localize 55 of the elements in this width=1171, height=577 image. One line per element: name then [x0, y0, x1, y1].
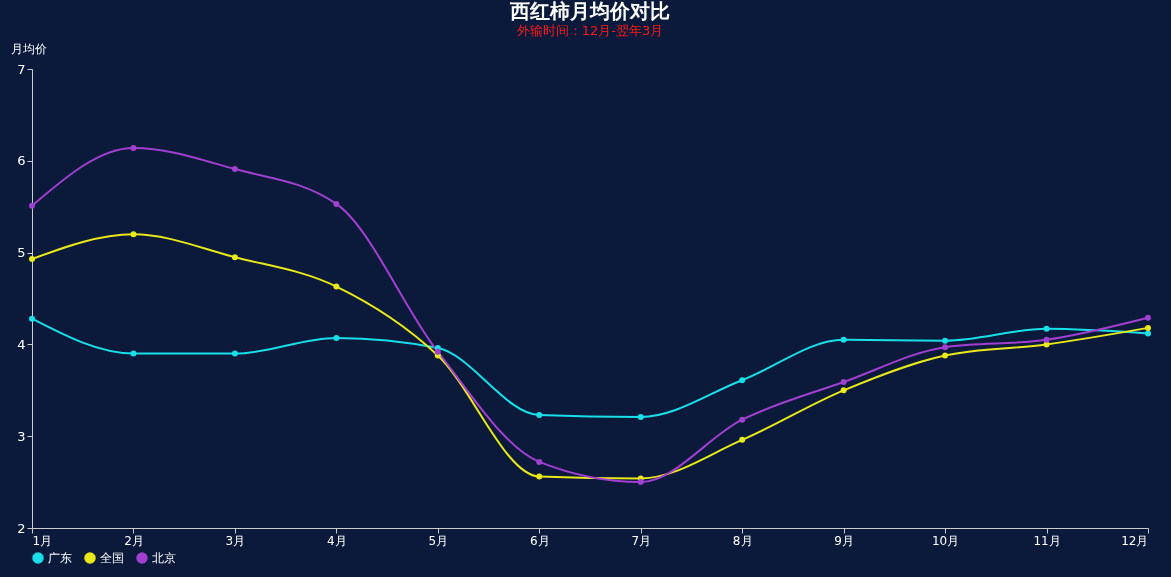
legend-label: 全国 [100, 551, 124, 565]
point [840, 336, 847, 343]
x-tick-label: 3月 [225, 533, 246, 548]
point [29, 315, 35, 322]
y-tick-label: 7 [17, 61, 26, 77]
point [1043, 336, 1050, 343]
y-axis-title: 月均价 [10, 41, 47, 56]
y-tick-label: 5 [17, 245, 26, 261]
y-tick-label: 4 [17, 336, 26, 352]
point [130, 231, 137, 238]
x-tick-label: 8月 [732, 533, 753, 548]
chart-subtitle: 外输时间：12月-翌年3月 [516, 23, 664, 38]
point [1145, 314, 1151, 321]
point [536, 473, 543, 480]
point [840, 379, 847, 386]
x-tick-label: 5月 [428, 533, 449, 548]
point [942, 337, 949, 344]
point [637, 413, 644, 420]
point [231, 254, 238, 261]
point [942, 344, 949, 351]
point [29, 256, 35, 263]
point [1145, 324, 1151, 331]
point [536, 458, 543, 465]
point [536, 412, 543, 419]
x-tick-label: 4月 [327, 533, 347, 548]
point [1145, 330, 1151, 337]
point [333, 283, 340, 290]
x-tick-label: 2月 [124, 533, 144, 548]
point [942, 352, 949, 359]
y-tick-label: 6 [17, 153, 26, 169]
y-tick-label: 3 [17, 428, 26, 444]
point [29, 202, 35, 209]
x-tick-label: 10月 [931, 533, 960, 548]
legend-label: 广东 [48, 551, 72, 565]
x-tick-label: 6月 [529, 533, 550, 548]
point [231, 350, 238, 357]
point [840, 387, 847, 394]
point [130, 350, 137, 357]
point [333, 334, 340, 341]
point [739, 416, 746, 423]
x-tick-label: 11月 [1033, 533, 1061, 548]
x-tick-label: 7月 [631, 533, 652, 548]
point [637, 479, 644, 486]
point [1043, 325, 1050, 332]
x-tick-label: 12月 [1121, 533, 1149, 548]
point [231, 166, 238, 173]
point [739, 436, 746, 443]
legend-label: 北京 [152, 551, 176, 565]
point [130, 144, 137, 151]
chart-title: 西红柿月均价对比 [509, 0, 670, 23]
point [333, 200, 340, 207]
point [739, 377, 746, 384]
x-tick-label: 1月 [32, 533, 53, 548]
y-tick-label: 2 [17, 520, 26, 536]
x-tick-label: 9月 [834, 533, 854, 548]
